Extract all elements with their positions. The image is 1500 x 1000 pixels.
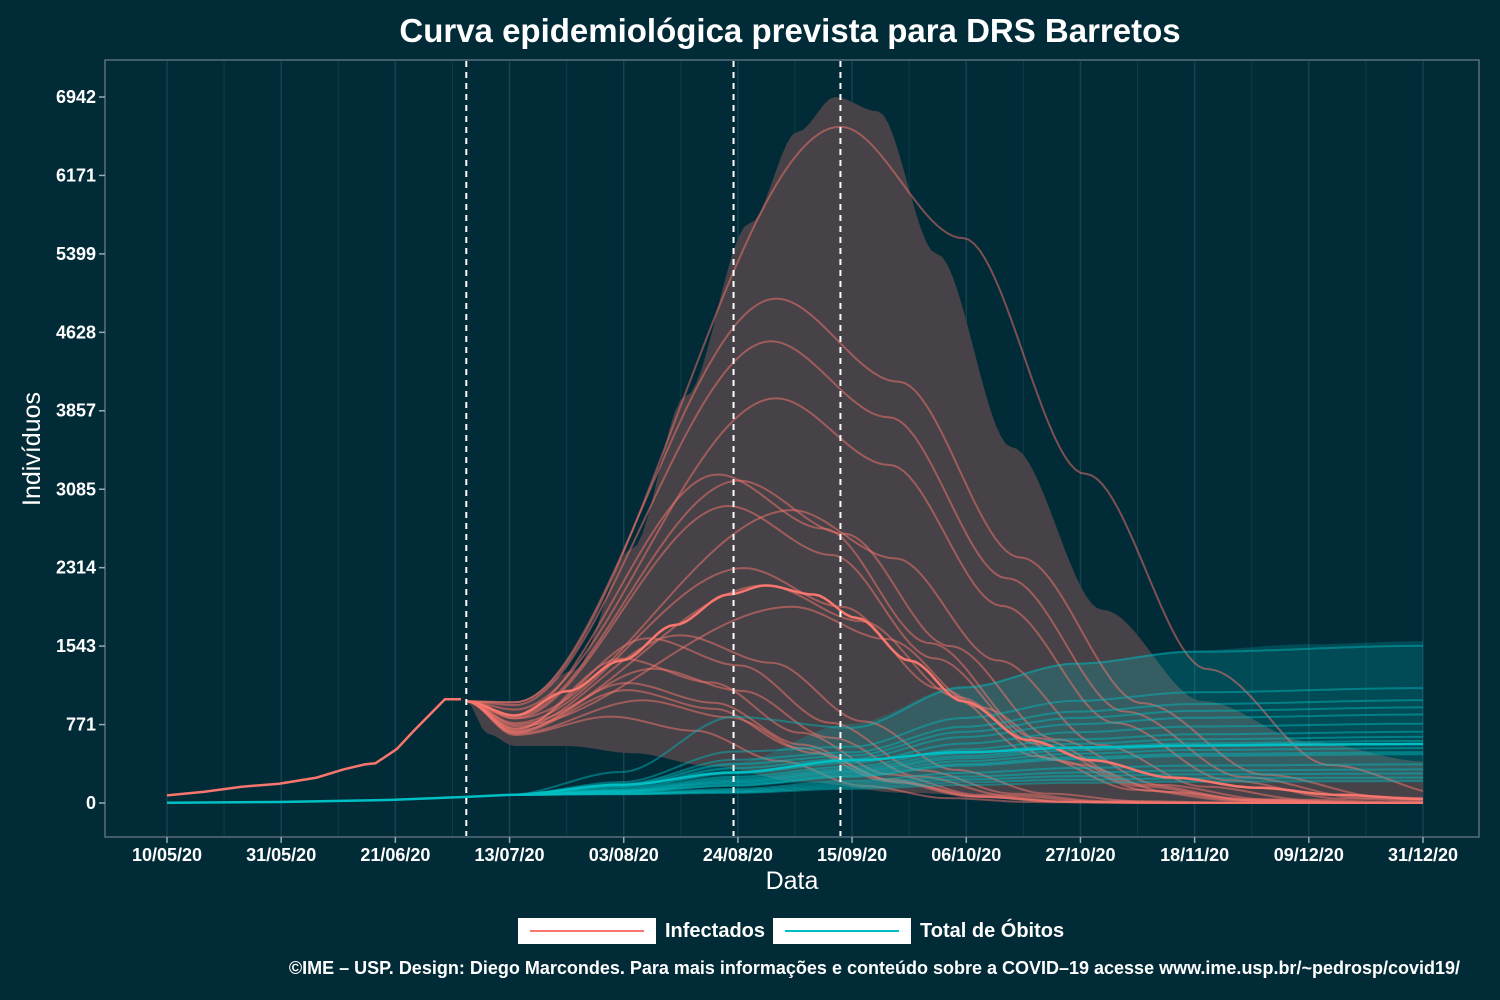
deaths-scenario-line [509, 699, 1423, 796]
x-tick-label: 18/11/20 [1160, 845, 1229, 865]
deaths-uncertainty-band [509, 641, 1424, 795]
x-tick-label: 06/10/20 [931, 845, 1001, 865]
y-tick-label: 6171 [56, 165, 96, 185]
infected-scenario-line [466, 340, 1424, 802]
infected-scenario-line [466, 700, 1423, 804]
y-tick-label: 3857 [56, 401, 96, 421]
deaths-scenario-line [509, 730, 1423, 796]
deaths-scenario-line [509, 763, 1423, 796]
legend-key-infected [518, 918, 656, 944]
x-tick-label: 27/10/20 [1045, 845, 1115, 865]
x-tick-label: 15/09/20 [817, 845, 887, 865]
deaths-scenario-line [509, 706, 1423, 796]
deaths-scenario-line [509, 780, 1423, 796]
caption: ©IME – USP. Design: Diego Marcondes. Par… [288, 958, 1460, 978]
x-tick-label: 31/05/20 [246, 845, 316, 865]
legend-item-deaths: Total de Óbitos [773, 918, 1064, 944]
deaths-scenario-line [509, 644, 1423, 796]
infected-observed-line [166, 698, 461, 797]
deaths-scenario-line [509, 722, 1423, 796]
y-axis-title: Indivíduos [18, 392, 46, 506]
deaths-scenario-line [509, 747, 1423, 796]
deaths-scenario-line [509, 768, 1423, 796]
legend: Infectados Total de Óbitos [518, 918, 1072, 944]
deaths-scenario-line [509, 772, 1423, 796]
y-tick-label: 2314 [56, 558, 96, 578]
deaths-scenario-line [509, 740, 1423, 796]
deaths-scenario-line [509, 751, 1423, 796]
x-tick-label: 31/12/20 [1388, 845, 1458, 865]
y-tick-label: 6942 [56, 87, 96, 107]
infected-uncertainty-band [466, 97, 1423, 803]
deaths-scenario-line [509, 753, 1423, 796]
deaths-scenario-line [509, 687, 1423, 796]
chart-title: Curva epidemiológica prevista para DRS B… [399, 12, 1181, 49]
y-tick-label: 3085 [56, 479, 96, 499]
legend-item-infected: Infectados [518, 918, 765, 944]
x-tick-label: 10/05/20 [132, 845, 202, 865]
y-tick-label: 0 [86, 793, 96, 813]
x-tick-label: 09/12/20 [1274, 845, 1344, 865]
legend-key-deaths [773, 918, 912, 944]
y-tick-label: 4628 [56, 322, 96, 342]
legend-label-deaths: Total de Óbitos [920, 919, 1065, 942]
y-tick-label: 1543 [56, 636, 96, 656]
infected-scenario-line [466, 297, 1424, 800]
legend-label-infected: Infectados [665, 919, 766, 942]
x-tick-label: 21/06/20 [360, 845, 430, 865]
deaths-median-line [509, 742, 1423, 797]
y-tick-label: 5399 [56, 244, 96, 264]
infected-scenario-line [466, 397, 1424, 803]
x-tick-label: 13/07/20 [475, 845, 545, 865]
x-tick-label: 03/08/20 [589, 845, 659, 865]
deaths-observed-line [166, 793, 510, 805]
x-tick-label: 24/08/20 [703, 845, 773, 865]
x-axis-title: Data [766, 867, 819, 895]
deaths-scenario-line [509, 776, 1423, 796]
infected-median-line [466, 584, 1423, 801]
y-tick-label: 771 [66, 715, 96, 735]
